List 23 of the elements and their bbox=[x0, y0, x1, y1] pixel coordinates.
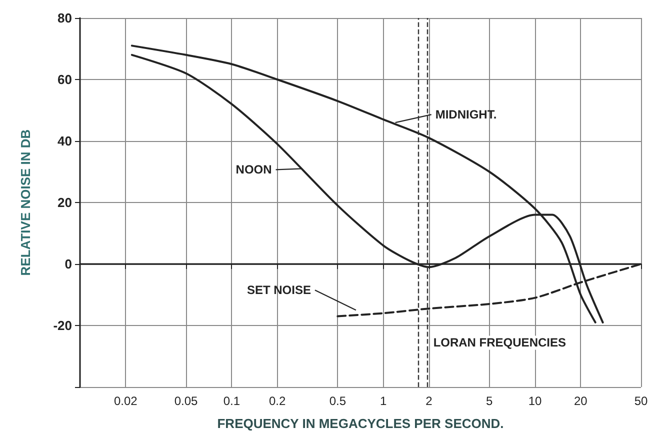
ref-line-label: LORAN FREQUENCIES bbox=[433, 336, 566, 350]
y-tick-label: -20 bbox=[53, 318, 72, 333]
y-tick-label: 40 bbox=[58, 134, 72, 148]
x-tick-label: 0.2 bbox=[268, 394, 286, 408]
y-axis-title: RELATIVE NOISE IN DB bbox=[18, 129, 33, 276]
y-tick-label: 80 bbox=[58, 10, 72, 26]
x-tick-label: 0.1 bbox=[223, 394, 240, 408]
annotation: SET NOISE bbox=[246, 283, 311, 298]
x-tick-label: 10 bbox=[528, 394, 542, 408]
annotation: MIDNIGHT. bbox=[435, 108, 497, 122]
annotation: NOON bbox=[236, 162, 272, 177]
x-tick-label: 0.02 bbox=[114, 394, 138, 408]
x-tick-label: 0.05 bbox=[174, 394, 198, 408]
x-tick-label: 1 bbox=[380, 394, 387, 408]
x-tick-label: 2 bbox=[426, 394, 433, 408]
x-tick-label: 5 bbox=[486, 394, 493, 408]
x-tick-label: 50 bbox=[634, 394, 648, 408]
x-tick-label: 20 bbox=[574, 394, 588, 408]
y-tick-label: 0 bbox=[64, 256, 72, 272]
x-axis-title: FREQUENCY IN MEGACYCLES PER SECOND. bbox=[217, 416, 504, 431]
y-tick-label: 60 bbox=[58, 72, 72, 87]
y-tick-label: 20 bbox=[58, 195, 72, 210]
x-tick-label: 0.5 bbox=[329, 394, 346, 408]
